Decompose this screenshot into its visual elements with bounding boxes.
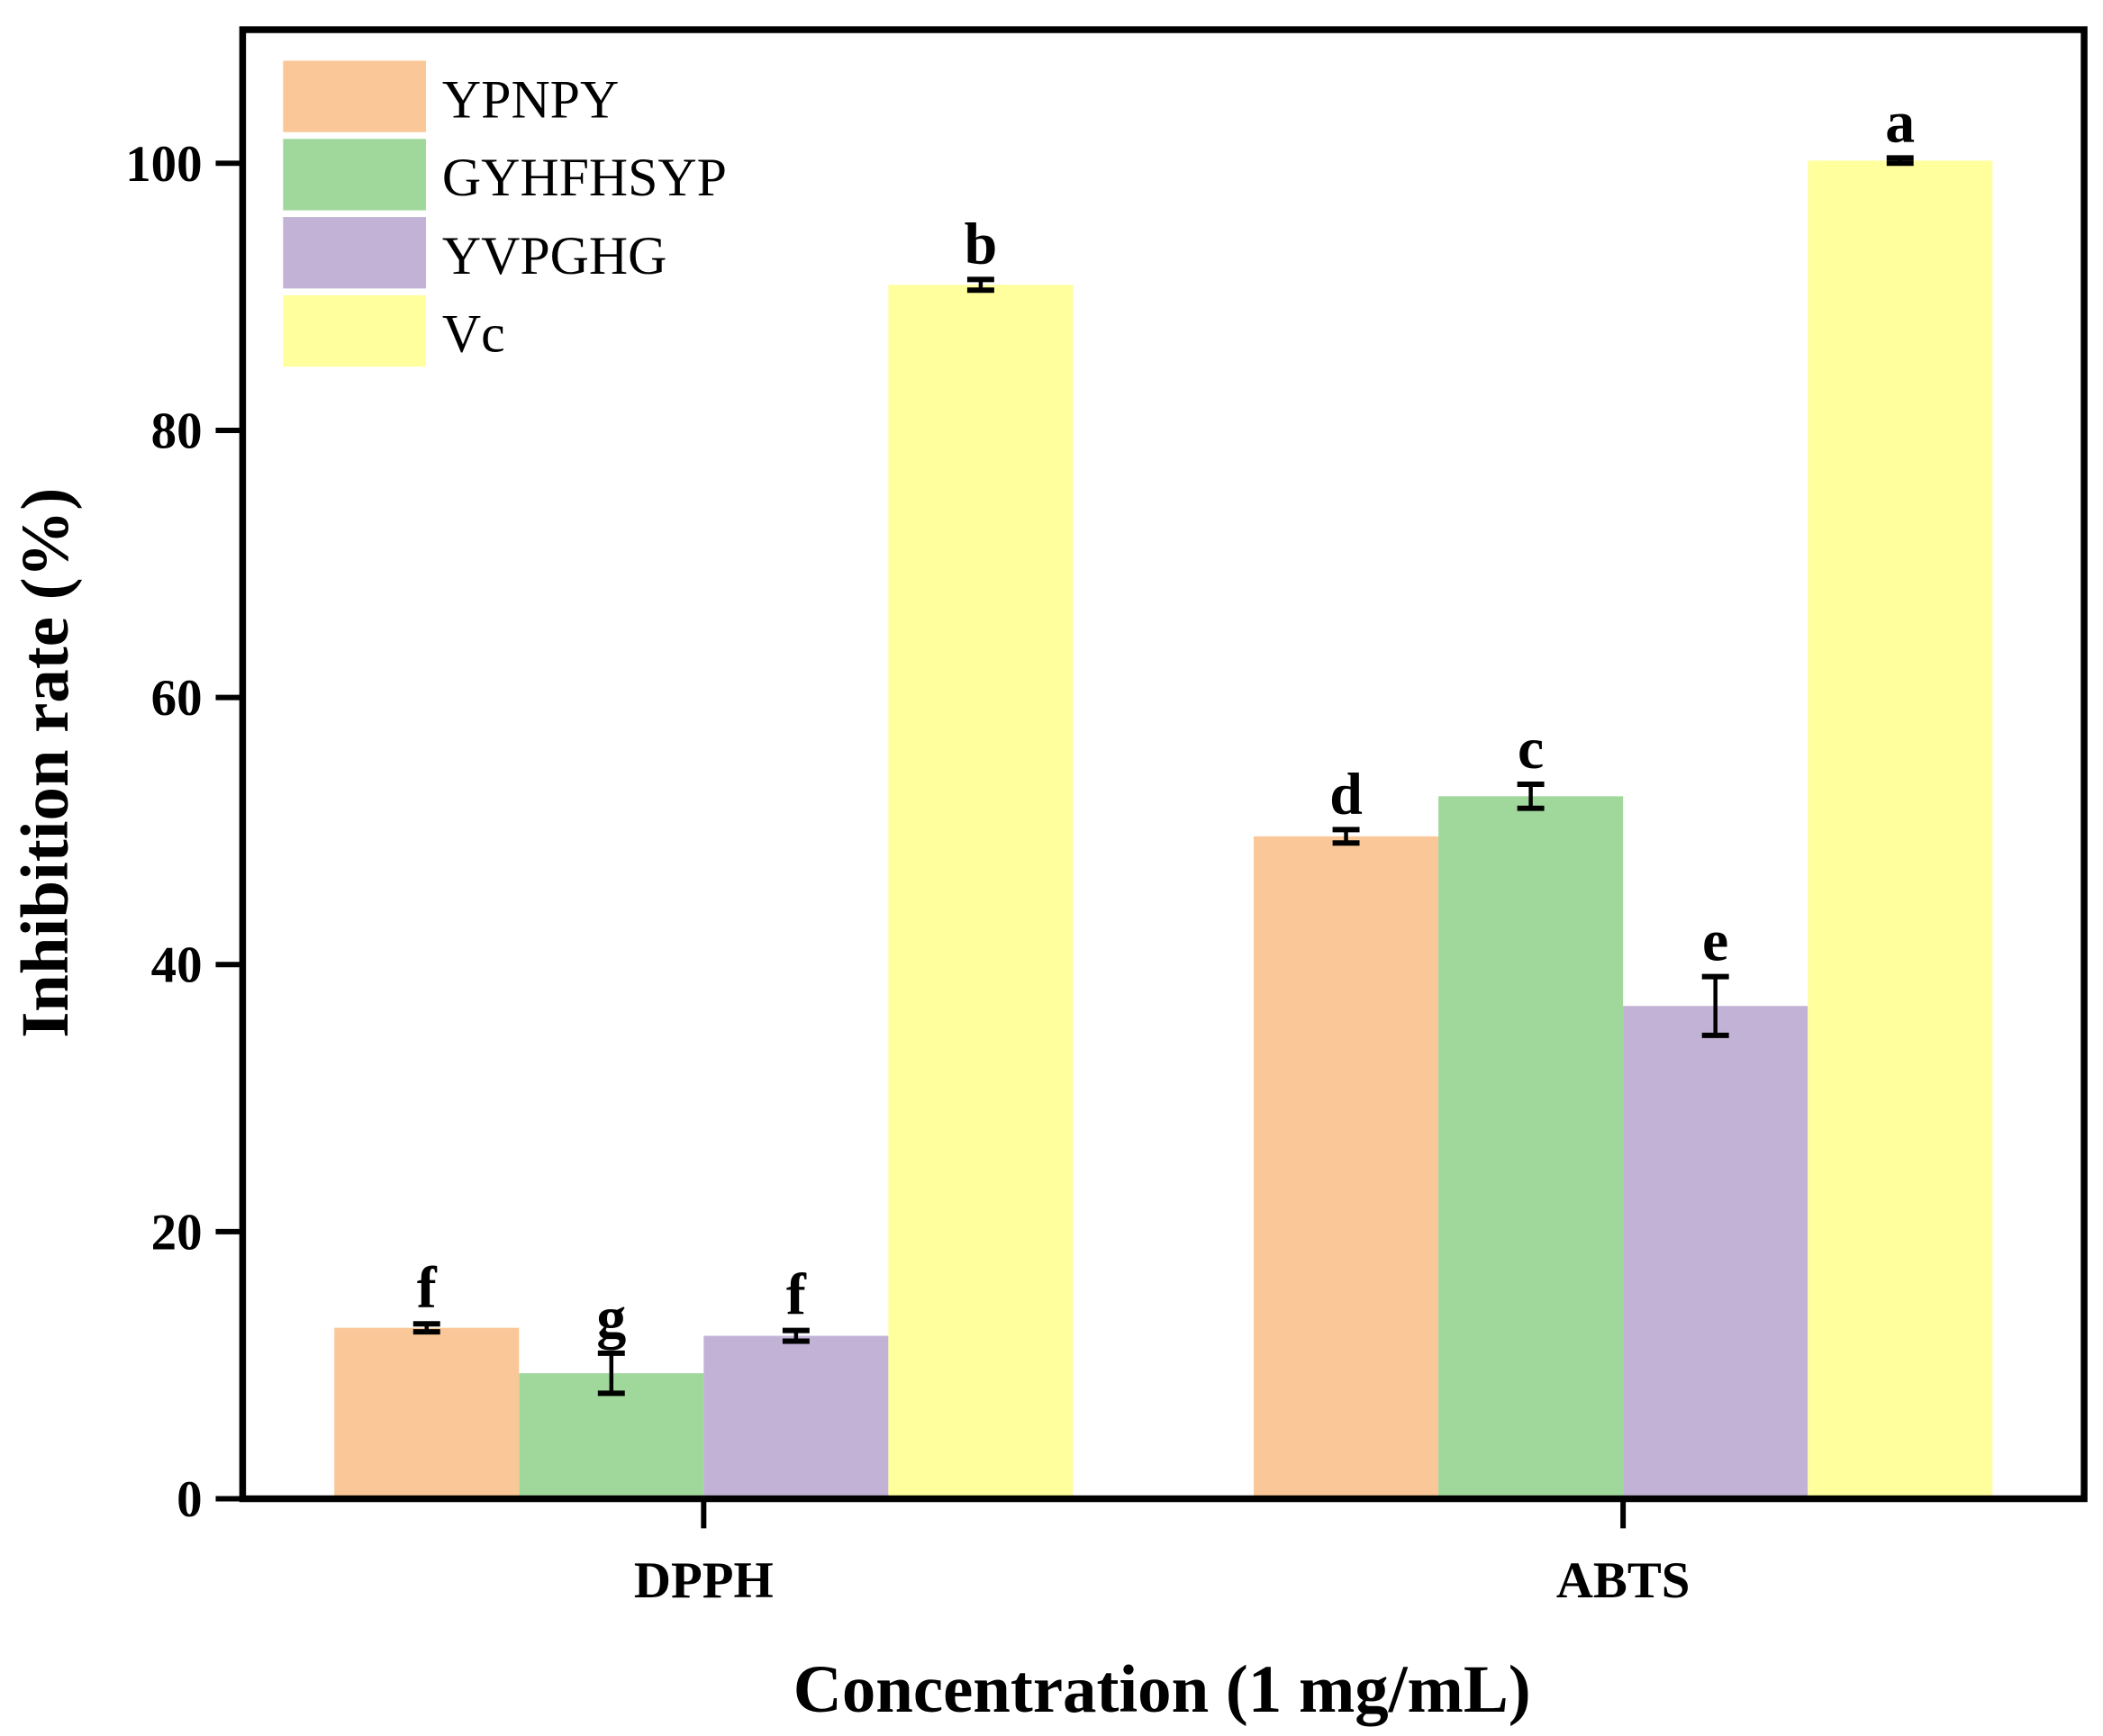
y-axis-label: Inhibition rate (%) (8, 488, 83, 1038)
y-tick-label: 40 (151, 937, 203, 994)
y-tick-label: 80 (151, 402, 203, 459)
y-tick-label: 100 (125, 136, 202, 193)
significance-label: b (965, 211, 998, 276)
significance-label: f (786, 1262, 807, 1328)
plot-frame (239, 26, 2088, 1503)
x-tick-label: ABTS (1556, 1552, 1691, 1609)
y-axis: 0 20 40 60 80 100 (125, 136, 243, 1528)
significance-label: a (1885, 89, 1915, 155)
bar-YPNPY-DPPH (334, 1327, 520, 1499)
legend-swatch (283, 139, 426, 211)
bar-YVPGHG-DPPH (703, 1335, 889, 1499)
x-axis: DPPH ABTS (634, 1498, 1691, 1609)
bar-GYHFHSYP-ABTS (1438, 796, 1624, 1499)
legend-label: GYHFHSYP (442, 148, 727, 207)
y-tick-label: 0 (177, 1471, 202, 1528)
x-axis-label: Concentration (1 mg/mL) (793, 1652, 1531, 1727)
significance-label: c (1518, 716, 1544, 782)
significance-label: e (1702, 909, 1728, 974)
significance-label: g (596, 1285, 626, 1351)
legend-label: YVPGHG (442, 226, 666, 285)
legend: YPNPY GYHFHSYP YVPGHG Vc (283, 60, 727, 367)
legend-label: YPNPY (442, 69, 619, 129)
significance-label: d (1329, 761, 1363, 827)
legend-swatch (283, 294, 426, 367)
legend-label: Vc (442, 304, 505, 364)
y-tick-label: 20 (151, 1204, 203, 1261)
bar-Vc-DPPH (888, 285, 1074, 1499)
bar-Vc-ABTS (1808, 160, 1993, 1499)
significance-label: f (417, 1255, 438, 1321)
legend-swatch (283, 217, 426, 289)
x-tick-label: DPPH (634, 1552, 774, 1609)
y-tick-label: 60 (151, 670, 203, 727)
bar-YPNPY-ABTS (1254, 836, 1439, 1499)
bars-layer: f d g c f e b a (334, 89, 1993, 1499)
legend-swatch (283, 60, 426, 132)
bar-YVPGHG-ABTS (1623, 1006, 1808, 1499)
